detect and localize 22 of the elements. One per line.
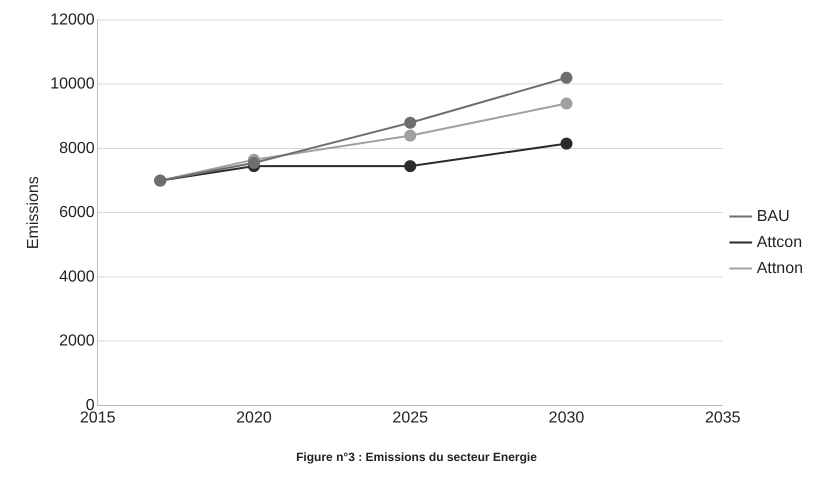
x-tick-label: 2025 [392, 409, 428, 426]
point [404, 116, 416, 129]
x-tick-label: 2020 [236, 409, 272, 426]
y-tick-label: 4000 [59, 268, 95, 286]
x-tick-label: 2035 [704, 409, 741, 426]
y-tick-label: 2000 [59, 332, 95, 350]
y-tick-label: 10000 [50, 76, 95, 93]
x-tick-label: 2030 [548, 409, 584, 426]
legend-label: BAU [756, 208, 790, 225]
y-tick-label: 12000 [50, 11, 95, 28]
text: Figure n°3 : Emissions du secteur Energie [296, 450, 538, 464]
y-tick-label: 8000 [59, 140, 95, 157]
point [560, 138, 572, 150]
legend-label: Attnon [756, 260, 804, 277]
point [404, 160, 416, 172]
point [248, 156, 260, 169]
y-axis-title: Emissions [25, 176, 42, 250]
y-tick-label: 6000 [59, 204, 95, 222]
point [560, 98, 572, 110]
point [404, 130, 416, 142]
point [560, 72, 572, 84]
legend-label: Attcon [756, 234, 802, 251]
